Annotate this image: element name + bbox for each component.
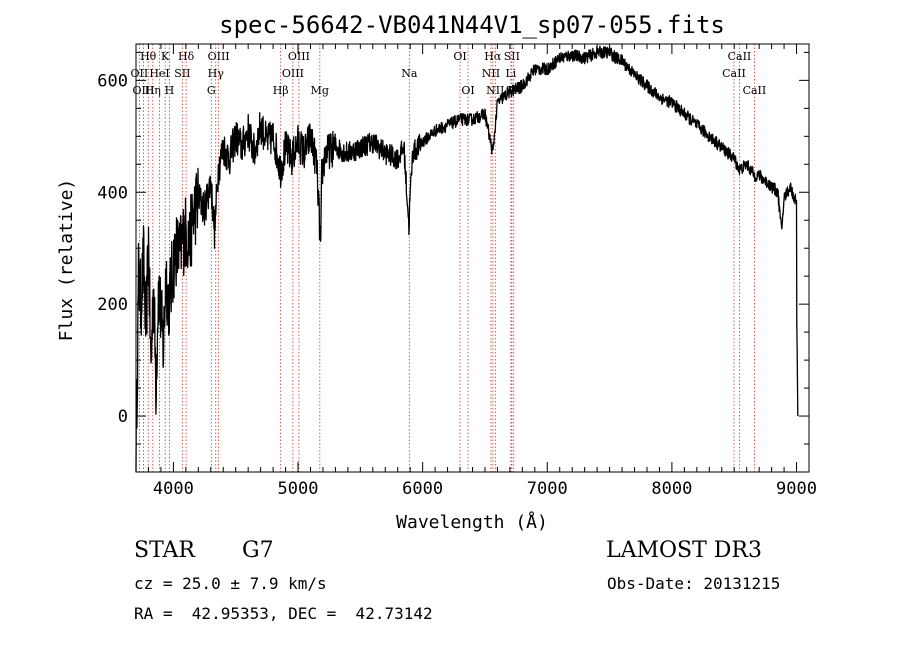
redshift-value: cz = 25.0 ± 7.9 km/s: [134, 574, 327, 593]
line-marker-label: Mg: [311, 84, 329, 97]
axis-ticks: 4000 5000 6000 7000 8000 9000 0 200 400 600: [97, 44, 817, 499]
plot-frame: [135, 43, 810, 473]
line-marker-label: Hγ: [208, 67, 225, 80]
x-axis-label: Wavelength (Å): [396, 511, 548, 533]
line-marker-label: OI: [461, 84, 474, 97]
line-marker-label: G: [207, 84, 216, 97]
line-marker-label: NII: [486, 84, 504, 97]
chart-title: spec-56642-VB041N44V1_sp07-055.fits: [219, 11, 725, 39]
line-marker-label: Hβ: [273, 84, 289, 97]
x-tick-label: 9000: [776, 479, 817, 499]
line-marker-label: OIII: [288, 50, 310, 63]
line-marker-label: Li: [505, 67, 516, 80]
object-subclass: G7: [242, 538, 274, 563]
line-marker-label: NII: [482, 67, 500, 80]
y-tick-label: 0: [118, 407, 128, 427]
line-marker-label: K: [161, 50, 170, 63]
line-marker-label: OII: [131, 67, 149, 80]
y-tick-label: 400: [97, 183, 128, 203]
line-marker-label: OIII: [208, 50, 230, 63]
line-marker-label: Hη: [145, 84, 161, 97]
line-marker-label: OI: [453, 50, 466, 63]
object-class: STAR: [134, 538, 195, 563]
y-tick-label: 200: [97, 295, 128, 315]
y-axis-label: Flux (relative): [56, 179, 77, 342]
x-tick-label: 6000: [402, 479, 443, 499]
flux-series-line: [135, 45, 799, 473]
observation-date: Obs-Date: 20131215: [607, 574, 781, 593]
line-marker-label: CaII: [728, 50, 752, 63]
line-marker-label: Hθ: [140, 50, 157, 63]
line-marker-label: Hδ: [178, 50, 195, 63]
coordinates: RA = 42.95353, DEC = 42.73142: [134, 604, 433, 623]
line-marker-label: OIII: [132, 84, 154, 97]
line-marker-label: Hα: [484, 50, 502, 63]
line-marker-label: Na: [401, 67, 418, 80]
x-tick-label: 5000: [278, 479, 319, 499]
line-marker-label: HeI: [149, 67, 169, 80]
line-marker-label: SII: [174, 67, 190, 80]
line-marker-label: CaII: [722, 67, 746, 80]
x-tick-label: 8000: [651, 479, 692, 499]
emission-line-markers: Hθ OII OIII K HeI Hη Hδ SII H OIII Hγ G OIII OIII Hβ Mg…: [131, 44, 767, 472]
line-marker-label: OIII: [282, 67, 304, 80]
survey-name: LAMOST DR3: [606, 538, 762, 563]
x-tick-label: 4000: [153, 479, 194, 499]
y-tick-label: 600: [97, 71, 128, 91]
line-marker-label: H: [165, 84, 175, 97]
x-tick-label: 7000: [527, 479, 568, 499]
line-marker-label: CaII: [743, 84, 767, 97]
line-marker-label: SII: [504, 50, 520, 63]
